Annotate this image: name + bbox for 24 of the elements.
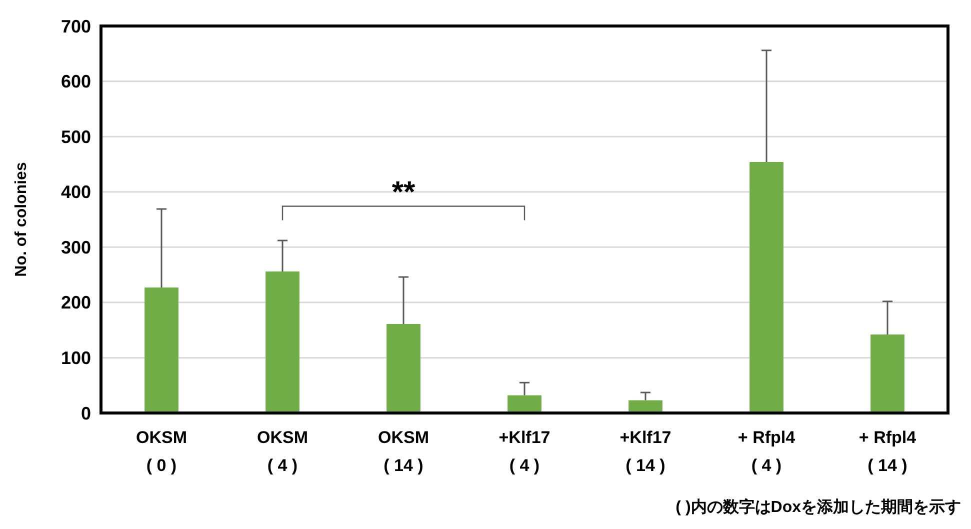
y-tick-label: 600: [60, 72, 91, 92]
annotation: **: [392, 176, 416, 210]
text: ( )内の数字はDoxを添加した期間を示す: [676, 497, 961, 516]
bar: [144, 288, 178, 413]
y-tick-label: 100: [60, 348, 91, 368]
x-tick-label: OKSM ( 14 ): [378, 428, 429, 475]
x-tick-label: + Rfpl4 ( 4 ): [738, 428, 796, 475]
y-tick-label: 300: [60, 237, 91, 258]
bar: [870, 334, 904, 413]
y-tick-label: 500: [60, 126, 91, 147]
x-tick-label: +Klf17 ( 4 ): [498, 428, 550, 475]
bar: [750, 162, 784, 413]
y-tick-label: 200: [60, 292, 91, 313]
bar: [386, 324, 420, 413]
y-axis-title: No. of colonies: [13, 162, 30, 277]
x-tick-label: OKSM ( 0 ): [136, 428, 187, 475]
y-tick-label: 400: [60, 182, 91, 202]
x-tick-label: +Klf17 ( 14 ): [620, 428, 672, 475]
x-tick-label: + Rfpl4 ( 14 ): [858, 428, 917, 475]
y-tick-label: 700: [60, 16, 91, 36]
bar: [266, 271, 300, 413]
y-tick-label: 0: [80, 403, 91, 424]
x-tick-label: OKSM ( 4 ): [257, 428, 308, 475]
bar: [508, 395, 542, 413]
